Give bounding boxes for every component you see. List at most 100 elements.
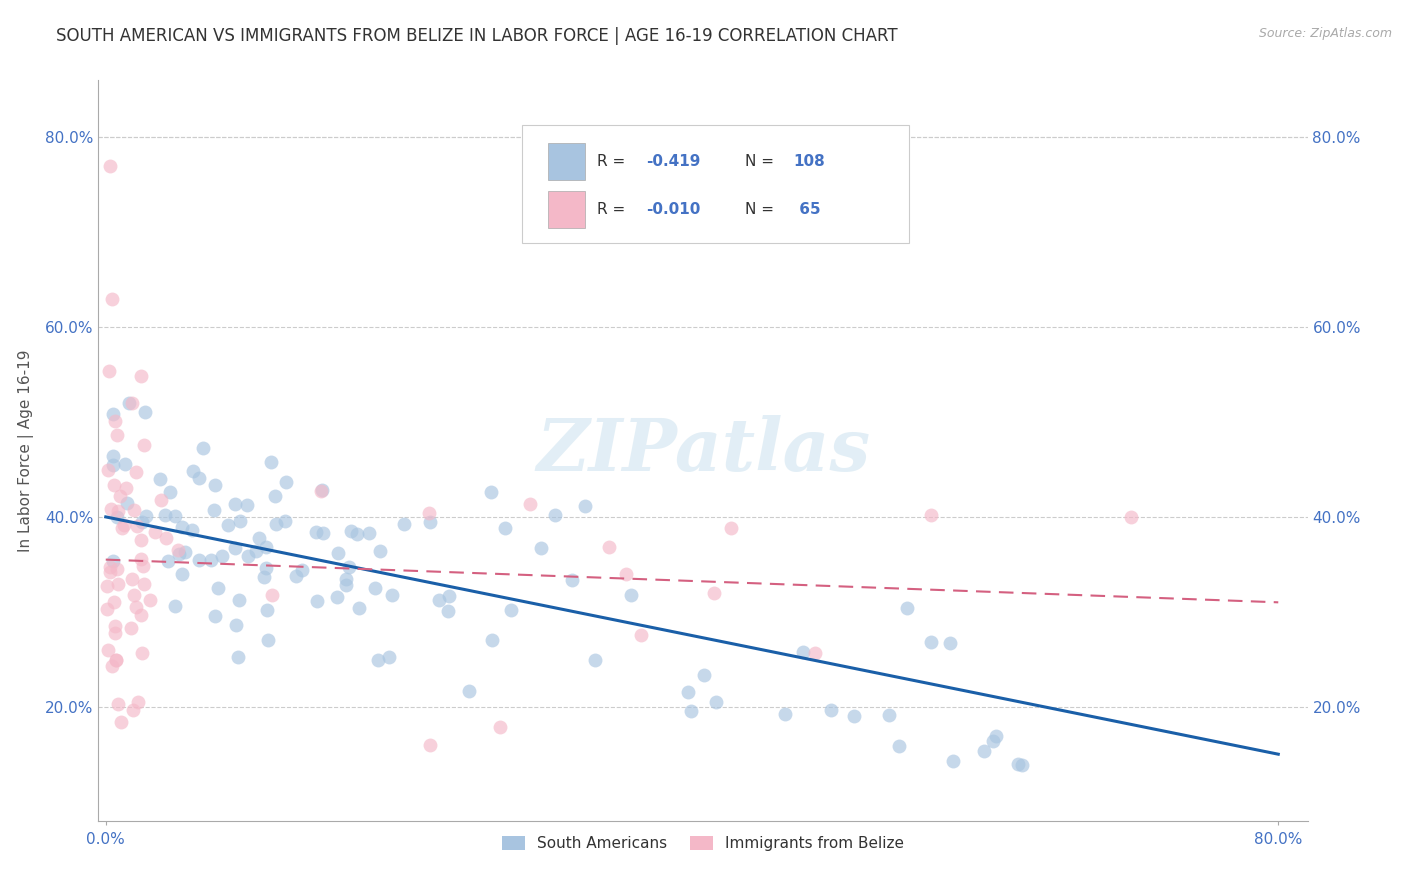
Point: [96, 578, 118, 592]
Point: [107, 697, 129, 711]
Point: [97, 643, 120, 657]
Point: [125, 599, 148, 614]
Point: [419, 738, 441, 752]
Point: [204, 608, 226, 623]
Point: [245, 543, 267, 558]
Legend: South Americans, Immigrants from Belize: South Americans, Immigrants from Belize: [496, 830, 910, 857]
Point: [312, 526, 335, 541]
Point: [149, 472, 172, 486]
Point: [347, 600, 370, 615]
Point: [155, 531, 177, 545]
Point: [98, 565, 121, 579]
Point: [163, 508, 186, 523]
Point: [204, 478, 226, 492]
Point: [104, 625, 127, 640]
Point: [104, 653, 127, 667]
Point: [720, 520, 742, 534]
Point: [920, 508, 942, 523]
Point: [394, 517, 416, 532]
Point: [98, 559, 121, 574]
Point: [187, 553, 209, 567]
Point: [121, 572, 143, 586]
Point: [326, 590, 349, 604]
Point: [773, 706, 796, 721]
Point: [101, 450, 124, 464]
Point: [630, 628, 652, 642]
Point: [254, 540, 277, 554]
Point: [887, 739, 910, 753]
Point: [494, 521, 516, 535]
Point: [679, 704, 702, 718]
Point: [97, 463, 120, 477]
Point: [544, 508, 567, 522]
Point: [100, 292, 122, 306]
Point: [335, 578, 357, 592]
Point: [481, 633, 503, 648]
Point: [115, 495, 138, 509]
Point: [107, 577, 129, 591]
Text: 108: 108: [793, 153, 825, 169]
FancyBboxPatch shape: [548, 143, 585, 179]
Point: [105, 510, 128, 524]
Text: -0.010: -0.010: [647, 202, 700, 218]
FancyBboxPatch shape: [548, 191, 585, 228]
Point: [877, 707, 900, 722]
Point: [122, 503, 145, 517]
Point: [129, 608, 152, 623]
Point: [1011, 758, 1033, 772]
Point: [359, 526, 381, 541]
Point: [337, 559, 360, 574]
Point: [107, 428, 129, 442]
Point: [260, 588, 283, 602]
Point: [129, 369, 152, 384]
Text: -0.419: -0.419: [647, 153, 700, 169]
Point: [129, 533, 152, 548]
Point: [103, 477, 125, 491]
Point: [121, 396, 143, 410]
Point: [616, 566, 638, 581]
Point: [973, 744, 995, 758]
Point: [173, 544, 195, 558]
Point: [678, 685, 700, 699]
Point: [340, 524, 363, 538]
Point: [224, 541, 246, 556]
Point: [367, 653, 389, 667]
Point: [217, 518, 239, 533]
Point: [499, 603, 522, 617]
Point: [112, 518, 135, 533]
Point: [986, 729, 1008, 743]
Point: [114, 458, 136, 472]
Point: [1119, 510, 1142, 524]
Point: [305, 594, 328, 608]
Point: [97, 364, 120, 378]
Point: [842, 709, 865, 723]
Point: [276, 475, 298, 490]
Point: [224, 497, 246, 511]
Point: [920, 635, 942, 649]
Point: [458, 683, 481, 698]
Point: [981, 733, 1004, 747]
Point: [260, 455, 283, 469]
Point: [228, 593, 250, 607]
Point: [132, 559, 155, 574]
Point: [247, 532, 270, 546]
Point: [896, 600, 918, 615]
Point: [1007, 757, 1029, 772]
Point: [335, 572, 357, 586]
Point: [187, 471, 209, 485]
Point: [129, 552, 152, 566]
Point: [792, 645, 814, 659]
Point: [127, 695, 149, 709]
Point: [479, 484, 502, 499]
Point: [159, 485, 181, 500]
Point: [256, 603, 278, 617]
Point: [519, 497, 541, 511]
Point: [135, 508, 157, 523]
Point: [574, 499, 596, 513]
Point: [226, 649, 249, 664]
Point: [105, 652, 128, 666]
Point: [122, 588, 145, 602]
Point: [131, 515, 153, 529]
Point: [122, 703, 145, 717]
Point: [118, 396, 141, 410]
